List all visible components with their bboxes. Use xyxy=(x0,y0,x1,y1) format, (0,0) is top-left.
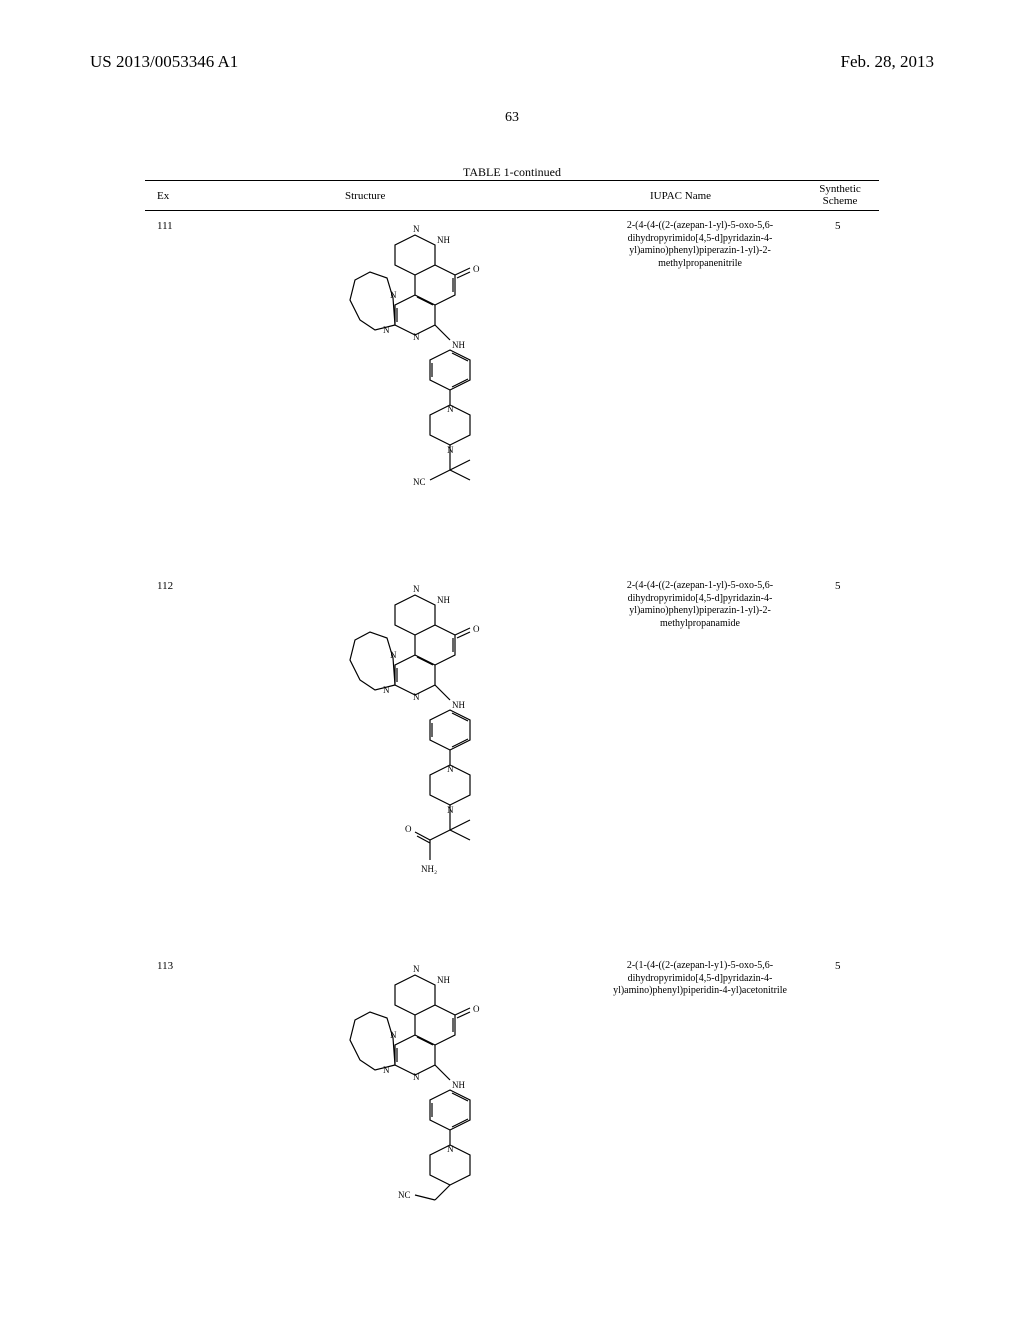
svg-text:N: N xyxy=(413,692,420,702)
svg-text:N: N xyxy=(447,445,454,455)
svg-text:N: N xyxy=(383,325,390,335)
synthetic-scheme: 5 xyxy=(835,220,841,232)
example-number: 113 xyxy=(157,960,173,972)
scheme-line1: Synthetic xyxy=(819,183,861,195)
col-header-structure: Structure xyxy=(345,190,385,202)
svg-text:N: N xyxy=(390,650,397,660)
svg-text:NH: NH xyxy=(437,975,450,985)
svg-text:N: N xyxy=(413,584,420,594)
chemical-structure: N NH O N N N NH N N NC xyxy=(255,220,555,570)
synthetic-scheme: 5 xyxy=(835,580,841,592)
patent-number: US 2013/0053346 A1 xyxy=(90,52,238,72)
svg-text:NH: NH xyxy=(452,1080,465,1090)
synthetic-scheme: 5 xyxy=(835,960,841,972)
svg-text:N: N xyxy=(383,685,390,695)
iupac-name: 2-(4-(4-((2-(azepan-1-yl)-5-oxo-5,6-dihy… xyxy=(595,580,805,630)
example-number: 111 xyxy=(157,220,173,232)
svg-text:N: N xyxy=(447,404,454,414)
col-header-ex: Ex xyxy=(157,190,169,202)
svg-text:N: N xyxy=(447,764,454,774)
svg-text:N: N xyxy=(413,332,420,342)
svg-text:O: O xyxy=(473,624,480,634)
svg-text:N: N xyxy=(413,224,420,234)
svg-text:NH₂: NH₂ xyxy=(421,864,437,874)
scheme-line2: Scheme xyxy=(823,195,858,207)
svg-text:N: N xyxy=(447,805,454,815)
iupac-name: 2-(4-(4-((2-(azepan-1-yl)-5-oxo-5,6-dihy… xyxy=(595,220,805,270)
svg-text:NC: NC xyxy=(398,1190,411,1200)
example-number: 112 xyxy=(157,580,173,592)
svg-text:N: N xyxy=(390,1030,397,1040)
chemical-structure: N NH O N N N NH N NC xyxy=(255,960,555,1290)
svg-text:NH: NH xyxy=(452,700,465,710)
table-title: TABLE 1-continued xyxy=(0,165,1024,180)
svg-text:O: O xyxy=(473,264,480,274)
iupac-name: 2-(1-(4-((2-(azepan-l-y1)-5-oxo-5,6-dihy… xyxy=(595,960,805,998)
chemical-structure: N NH O N N N NH N N O NH₂ xyxy=(255,580,555,950)
svg-text:N: N xyxy=(413,964,420,974)
table-rule-top xyxy=(145,180,879,181)
svg-text:N: N xyxy=(390,290,397,300)
svg-text:O: O xyxy=(473,1004,480,1014)
svg-text:N: N xyxy=(447,1144,454,1154)
table-rule-mid xyxy=(145,210,879,211)
svg-text:N: N xyxy=(413,1072,420,1082)
svg-text:O: O xyxy=(405,824,412,834)
svg-text:NH: NH xyxy=(437,595,450,605)
structure-svg: N NH O N N N NH N NC xyxy=(295,960,515,1290)
page-number: 63 xyxy=(0,110,1024,126)
svg-text:NH: NH xyxy=(452,340,465,350)
col-header-scheme: Synthetic Scheme xyxy=(810,183,870,207)
structure-svg: N NH O N N N NH N N NC xyxy=(295,220,515,570)
svg-text:NC: NC xyxy=(413,477,426,487)
col-header-iupac: IUPAC Name xyxy=(650,190,711,202)
publication-date: Feb. 28, 2013 xyxy=(841,52,935,72)
page-header: US 2013/0053346 A1 Feb. 28, 2013 xyxy=(0,52,1024,72)
svg-text:N: N xyxy=(383,1065,390,1075)
structure-svg: N NH O N N N NH N N O NH₂ xyxy=(295,580,515,950)
svg-text:NH: NH xyxy=(437,235,450,245)
